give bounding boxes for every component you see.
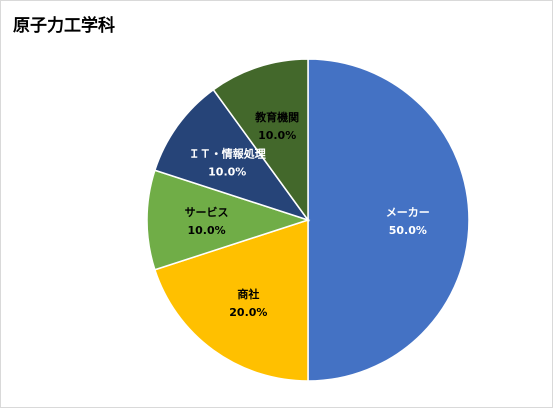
slice-category-label: メーカー bbox=[386, 206, 430, 219]
pie-slice-1 bbox=[307, 58, 470, 382]
slice-category-label: 教育機関 bbox=[254, 110, 299, 124]
slice-category-label: 商社 bbox=[237, 287, 259, 301]
pie-slice-5 bbox=[212, 58, 309, 223]
slice-percent-label: 10.0% bbox=[187, 224, 225, 237]
slice-category-label: ＩＴ・情報処理 bbox=[189, 146, 266, 160]
slice-percent-label: 10.0% bbox=[258, 129, 296, 142]
slice-category-label: サービス bbox=[185, 205, 229, 219]
slice-percent-label: 10.0% bbox=[208, 165, 246, 178]
pie-slice-2 bbox=[153, 218, 309, 382]
chart-title: 原子力工学科 bbox=[13, 16, 115, 36]
pie-slices bbox=[146, 58, 470, 382]
slice-percent-label: 20.0% bbox=[229, 306, 267, 319]
pie-slice-4 bbox=[153, 88, 310, 222]
pie-labels: メーカー 50.0% 商社 20.0% サービス 10.0% ＩＴ・情報処理 10.0% 教育機… bbox=[185, 110, 430, 319]
pie-slice-3 bbox=[146, 169, 311, 271]
slice-percent-label: 50.0% bbox=[389, 224, 427, 237]
